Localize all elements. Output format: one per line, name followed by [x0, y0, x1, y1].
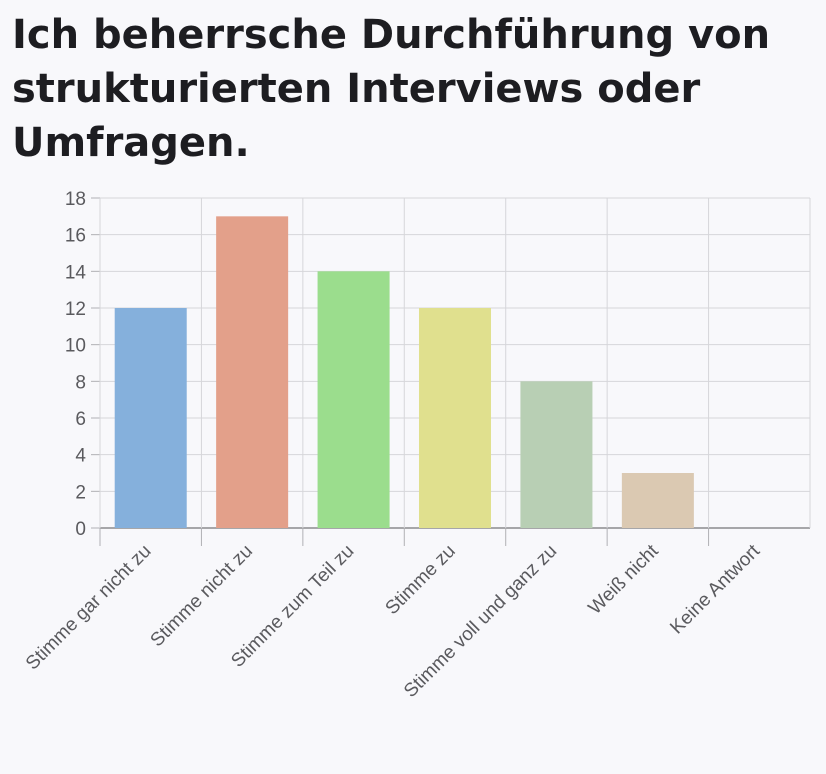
y-tick-label: 18	[65, 189, 86, 210]
category-label: Stimme zu	[382, 541, 460, 619]
category-label: Stimme gar nicht zu	[22, 541, 156, 675]
bar-1	[114, 308, 187, 528]
y-tick-label: 14	[65, 262, 87, 283]
category-label: Weiß nicht	[585, 540, 664, 619]
y-tick-label: 6	[75, 409, 86, 430]
bar-6	[621, 473, 694, 528]
bar-4	[418, 308, 492, 528]
y-tick-label: 16	[65, 226, 86, 247]
category-label: Stimme nicht zu	[147, 541, 257, 651]
y-tick-label: 0	[75, 519, 86, 540]
bar-5	[520, 381, 593, 528]
chart-title: Ich beherrsche Durchführung von struktur…	[12, 12, 771, 166]
y-tick-label: 4	[75, 446, 86, 467]
category-label: Keine Antwort	[666, 540, 764, 638]
y-tick-label: 10	[65, 336, 86, 357]
bar-3	[317, 271, 390, 528]
y-tick-label: 8	[75, 372, 86, 393]
bar-2	[216, 216, 289, 529]
y-tick-label: 12	[65, 299, 86, 320]
y-tick-label: 2	[75, 482, 86, 503]
